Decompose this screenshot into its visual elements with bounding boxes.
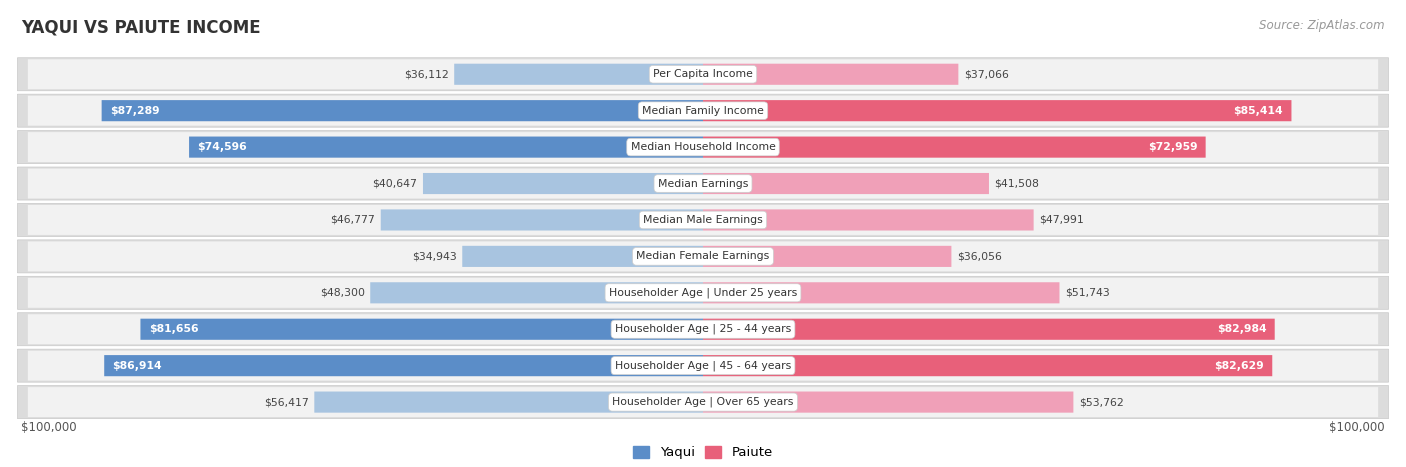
Text: $48,300: $48,300 [319, 288, 364, 298]
Text: $51,743: $51,743 [1064, 288, 1109, 298]
Text: $46,777: $46,777 [330, 215, 375, 225]
FancyBboxPatch shape [28, 96, 1378, 126]
Text: $100,000: $100,000 [21, 421, 76, 434]
Text: Median Female Earnings: Median Female Earnings [637, 251, 769, 262]
Text: Median Family Income: Median Family Income [643, 106, 763, 116]
FancyBboxPatch shape [454, 64, 703, 85]
Text: $74,596: $74,596 [197, 142, 247, 152]
FancyBboxPatch shape [703, 355, 1272, 376]
FancyBboxPatch shape [17, 94, 1389, 127]
Text: $85,414: $85,414 [1233, 106, 1284, 116]
Legend: Yaqui, Paiute: Yaqui, Paiute [628, 441, 778, 465]
Text: $86,914: $86,914 [112, 361, 162, 371]
FancyBboxPatch shape [28, 278, 1378, 308]
Text: Median Household Income: Median Household Income [630, 142, 776, 152]
FancyBboxPatch shape [28, 314, 1378, 344]
Text: $87,289: $87,289 [110, 106, 159, 116]
Text: $53,762: $53,762 [1078, 397, 1123, 407]
FancyBboxPatch shape [703, 173, 988, 194]
FancyBboxPatch shape [28, 241, 1378, 271]
FancyBboxPatch shape [28, 59, 1378, 89]
FancyBboxPatch shape [703, 209, 1033, 231]
Text: $47,991: $47,991 [1039, 215, 1084, 225]
Text: $37,066: $37,066 [965, 69, 1008, 79]
Text: Source: ZipAtlas.com: Source: ZipAtlas.com [1260, 19, 1385, 32]
FancyBboxPatch shape [28, 169, 1378, 198]
FancyBboxPatch shape [28, 351, 1378, 381]
FancyBboxPatch shape [17, 167, 1389, 200]
FancyBboxPatch shape [28, 132, 1378, 162]
FancyBboxPatch shape [28, 205, 1378, 235]
Text: YAQUI VS PAIUTE INCOME: YAQUI VS PAIUTE INCOME [21, 19, 260, 37]
Text: Householder Age | 45 - 64 years: Householder Age | 45 - 64 years [614, 361, 792, 371]
Text: Per Capita Income: Per Capita Income [652, 69, 754, 79]
FancyBboxPatch shape [17, 386, 1389, 418]
FancyBboxPatch shape [703, 136, 1205, 158]
FancyBboxPatch shape [104, 355, 703, 376]
FancyBboxPatch shape [141, 318, 703, 340]
FancyBboxPatch shape [28, 387, 1378, 417]
Text: $40,647: $40,647 [373, 178, 418, 189]
Text: Householder Age | Over 65 years: Householder Age | Over 65 years [612, 397, 794, 407]
FancyBboxPatch shape [381, 209, 703, 231]
Text: $41,508: $41,508 [994, 178, 1039, 189]
FancyBboxPatch shape [17, 276, 1389, 309]
Text: $82,984: $82,984 [1216, 324, 1267, 334]
FancyBboxPatch shape [423, 173, 703, 194]
Text: $72,959: $72,959 [1147, 142, 1198, 152]
FancyBboxPatch shape [703, 100, 1292, 121]
Text: $56,417: $56,417 [264, 397, 309, 407]
FancyBboxPatch shape [17, 240, 1389, 273]
Text: $34,943: $34,943 [412, 251, 457, 262]
Text: Householder Age | Under 25 years: Householder Age | Under 25 years [609, 288, 797, 298]
FancyBboxPatch shape [315, 391, 703, 413]
FancyBboxPatch shape [703, 391, 1073, 413]
Text: $100,000: $100,000 [1330, 421, 1385, 434]
FancyBboxPatch shape [17, 204, 1389, 236]
FancyBboxPatch shape [703, 246, 952, 267]
FancyBboxPatch shape [703, 282, 1060, 304]
FancyBboxPatch shape [463, 246, 703, 267]
FancyBboxPatch shape [17, 58, 1389, 91]
FancyBboxPatch shape [188, 136, 703, 158]
Text: $36,112: $36,112 [404, 69, 449, 79]
FancyBboxPatch shape [703, 64, 959, 85]
Text: $81,656: $81,656 [149, 324, 198, 334]
FancyBboxPatch shape [703, 318, 1275, 340]
Text: Householder Age | 25 - 44 years: Householder Age | 25 - 44 years [614, 324, 792, 334]
FancyBboxPatch shape [370, 282, 703, 304]
FancyBboxPatch shape [101, 100, 703, 121]
Text: Median Earnings: Median Earnings [658, 178, 748, 189]
Text: $82,629: $82,629 [1215, 361, 1264, 371]
Text: $36,056: $36,056 [957, 251, 1002, 262]
FancyBboxPatch shape [17, 131, 1389, 163]
FancyBboxPatch shape [17, 313, 1389, 346]
Text: Median Male Earnings: Median Male Earnings [643, 215, 763, 225]
FancyBboxPatch shape [17, 349, 1389, 382]
